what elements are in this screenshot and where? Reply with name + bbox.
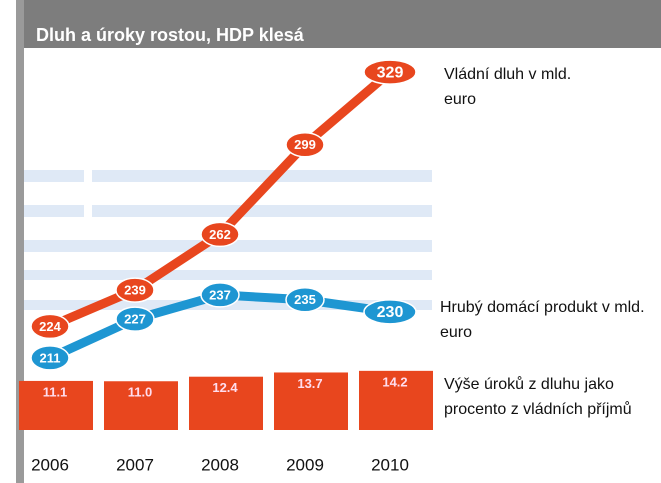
value-label: 230 xyxy=(377,304,404,321)
value-label: 235 xyxy=(294,292,316,307)
legend-entry: Výše úroků z dluhu jako procento z vládn… xyxy=(444,372,654,422)
x-tick-label: 2010 xyxy=(371,455,409,474)
value-label: 211 xyxy=(40,350,61,365)
value-label: 227 xyxy=(124,312,146,327)
x-tick-label: 2008 xyxy=(201,455,239,474)
value-label: 11.0 xyxy=(128,385,153,400)
value-label: 237 xyxy=(209,287,231,302)
chart-title: Dluh a úroky rostou, HDP klesá xyxy=(36,25,305,45)
legend-entry: Hrubý domácí produkt v mld. euro xyxy=(440,295,650,345)
value-label: 11.1 xyxy=(43,384,68,399)
value-label: 239 xyxy=(124,283,146,298)
value-label: 262 xyxy=(209,227,231,242)
x-tick-label: 2006 xyxy=(31,455,69,474)
value-label: 224 xyxy=(39,319,61,334)
x-tick-label: 2009 xyxy=(286,455,324,474)
value-label: 12.4 xyxy=(212,380,238,395)
value-label: 13.7 xyxy=(297,376,322,391)
legend-entry: Vládní dluh v mld. euro xyxy=(444,62,604,112)
value-label: 299 xyxy=(294,137,316,152)
page: Dluh a úroky rostou, HDP klesá 2006 2007 2… xyxy=(0,0,661,483)
x-tick-label: 2007 xyxy=(116,455,154,474)
value-label: 14.2 xyxy=(382,374,407,389)
value-label: 329 xyxy=(377,64,404,81)
